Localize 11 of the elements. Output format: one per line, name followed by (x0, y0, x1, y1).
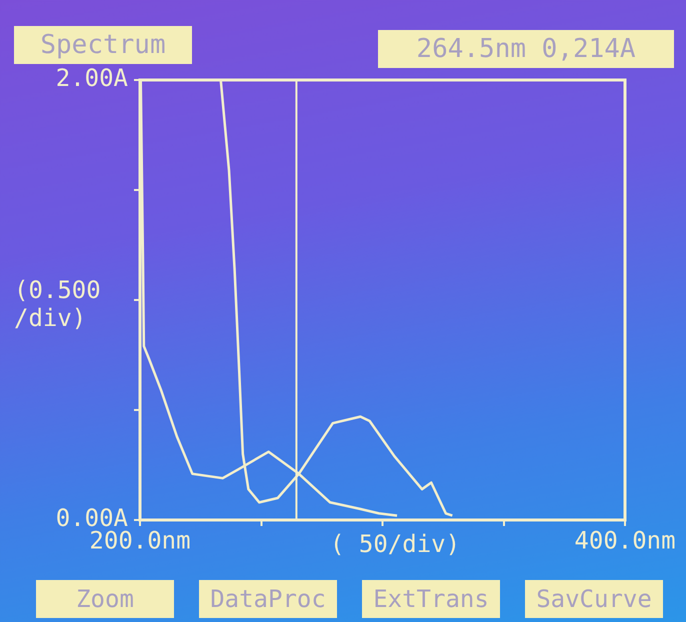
y-axis-title: (0.500 /div) (14, 276, 101, 332)
x-tick-label: 400.0nm (574, 526, 676, 555)
x-axis-title: ( 50/div) (330, 530, 460, 558)
text: ExtTrans (362, 580, 500, 618)
text: SavCurve (525, 580, 663, 618)
text: Zoom (36, 580, 174, 618)
x-tick-label: 200.0nm (89, 526, 191, 555)
chart-title: Spectrum (14, 26, 192, 64)
text: DataProc (199, 580, 337, 618)
y-tick-label: 2.00A (56, 64, 129, 92)
text: 264.5nm 0,214A (378, 30, 674, 68)
